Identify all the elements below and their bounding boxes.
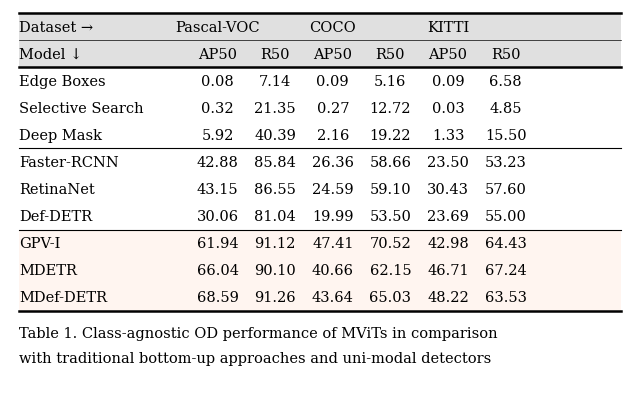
Text: R50: R50 xyxy=(376,48,405,62)
Text: 53.50: 53.50 xyxy=(369,209,412,223)
Text: 0.09: 0.09 xyxy=(317,75,349,89)
Text: AP50: AP50 xyxy=(198,48,237,62)
Text: 23.69: 23.69 xyxy=(427,209,469,223)
Text: 15.50: 15.50 xyxy=(484,129,527,143)
Text: 5.92: 5.92 xyxy=(202,129,234,143)
Text: 53.23: 53.23 xyxy=(484,155,527,170)
Text: Selective Search: Selective Search xyxy=(19,102,144,116)
Text: AP50: AP50 xyxy=(314,48,352,62)
Text: 91.12: 91.12 xyxy=(255,236,296,250)
Text: GPV-I: GPV-I xyxy=(19,236,61,250)
Text: 19.22: 19.22 xyxy=(370,129,411,143)
Text: 59.10: 59.10 xyxy=(369,182,412,196)
Text: 68.59: 68.59 xyxy=(196,290,239,304)
Text: 65.03: 65.03 xyxy=(369,290,412,304)
Text: 86.55: 86.55 xyxy=(254,182,296,196)
Text: 4.85: 4.85 xyxy=(490,102,522,116)
Text: 1.33: 1.33 xyxy=(432,129,464,143)
Text: 26.36: 26.36 xyxy=(312,155,354,170)
Text: Pascal-VOC: Pascal-VOC xyxy=(175,21,260,35)
Text: COCO: COCO xyxy=(309,21,356,35)
Text: 58.66: 58.66 xyxy=(369,155,412,170)
Text: 23.50: 23.50 xyxy=(427,155,469,170)
Text: 0.32: 0.32 xyxy=(202,102,234,116)
Text: Deep Mask: Deep Mask xyxy=(19,129,102,143)
Text: 40.66: 40.66 xyxy=(312,263,354,277)
Text: 91.26: 91.26 xyxy=(254,290,296,304)
Text: 85.84: 85.84 xyxy=(254,155,296,170)
Text: 40.39: 40.39 xyxy=(254,129,296,143)
Text: RetinaNet: RetinaNet xyxy=(19,182,95,196)
Text: 70.52: 70.52 xyxy=(369,236,412,250)
Text: AP50: AP50 xyxy=(429,48,467,62)
Text: Model ↓: Model ↓ xyxy=(19,48,83,62)
Text: 81.04: 81.04 xyxy=(254,209,296,223)
Text: 48.22: 48.22 xyxy=(427,290,469,304)
Text: 24.59: 24.59 xyxy=(312,182,354,196)
Text: 0.27: 0.27 xyxy=(317,102,349,116)
Text: 2.16: 2.16 xyxy=(317,129,349,143)
Text: KITTI: KITTI xyxy=(427,21,469,35)
Text: 90.10: 90.10 xyxy=(254,263,296,277)
Text: 0.09: 0.09 xyxy=(432,75,464,89)
Text: 19.99: 19.99 xyxy=(312,209,353,223)
Text: with traditional bottom-up approaches and uni-modal detectors: with traditional bottom-up approaches an… xyxy=(19,351,492,365)
Text: 55.00: 55.00 xyxy=(484,209,527,223)
Text: 62.15: 62.15 xyxy=(369,263,412,277)
Text: Edge Boxes: Edge Boxes xyxy=(19,75,106,89)
Text: Def-DETR: Def-DETR xyxy=(19,209,92,223)
Text: 7.14: 7.14 xyxy=(259,75,291,89)
Text: 46.71: 46.71 xyxy=(427,263,469,277)
Text: 6.58: 6.58 xyxy=(490,75,522,89)
Text: 43.15: 43.15 xyxy=(196,182,239,196)
Text: R50: R50 xyxy=(260,48,290,62)
Text: 0.08: 0.08 xyxy=(201,75,234,89)
Text: 61.94: 61.94 xyxy=(196,236,239,250)
Text: 64.43: 64.43 xyxy=(484,236,527,250)
Text: 5.16: 5.16 xyxy=(374,75,406,89)
Bar xyxy=(19,14,621,68)
Text: Table 1. Class-agnostic OD performance of MViTs in comparison: Table 1. Class-agnostic OD performance o… xyxy=(19,326,498,340)
Bar xyxy=(19,230,621,311)
Text: 63.53: 63.53 xyxy=(484,290,527,304)
Text: MDETR: MDETR xyxy=(19,263,77,277)
Text: 30.06: 30.06 xyxy=(196,209,239,223)
Text: 66.04: 66.04 xyxy=(196,263,239,277)
Text: 21.35: 21.35 xyxy=(254,102,296,116)
Text: 47.41: 47.41 xyxy=(312,236,353,250)
Text: Faster-RCNN: Faster-RCNN xyxy=(19,155,119,170)
Text: 30.43: 30.43 xyxy=(427,182,469,196)
Text: Dataset →: Dataset → xyxy=(19,21,93,35)
Text: 57.60: 57.60 xyxy=(484,182,527,196)
Text: 12.72: 12.72 xyxy=(370,102,411,116)
Text: 0.03: 0.03 xyxy=(431,102,465,116)
Text: 42.88: 42.88 xyxy=(196,155,239,170)
Text: 43.64: 43.64 xyxy=(312,290,354,304)
Text: MDef-DETR: MDef-DETR xyxy=(19,290,108,304)
Text: 42.98: 42.98 xyxy=(427,236,469,250)
Text: 67.24: 67.24 xyxy=(484,263,527,277)
Text: R50: R50 xyxy=(491,48,520,62)
